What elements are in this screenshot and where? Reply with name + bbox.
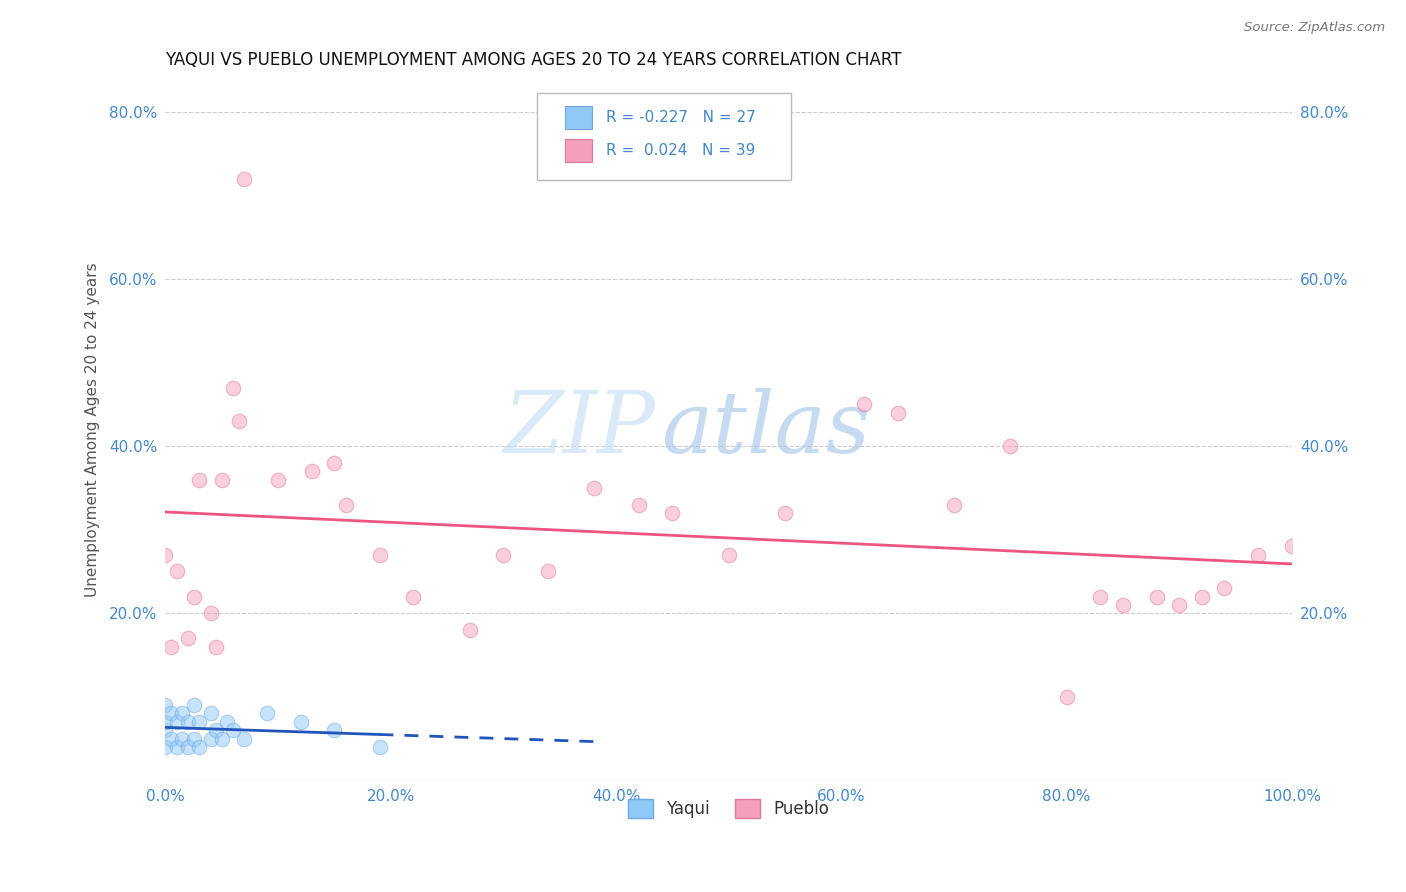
Point [205,640,228,654]
Point [166,739,188,754]
Point [188,739,211,754]
Point [717,548,740,562]
Point [177,714,200,729]
Point [183,731,205,746]
FancyBboxPatch shape [565,105,592,128]
Point [301,464,323,478]
Point [160,640,183,654]
Point [492,548,515,562]
Point [233,171,256,186]
Point [943,498,966,512]
Legend: Yaqui, Pueblo: Yaqui, Pueblo [621,792,837,824]
Point [323,456,346,470]
Text: R =  0.024   N = 39: R = 0.024 N = 39 [606,144,755,159]
Point [183,590,205,604]
Point [1056,690,1078,704]
Point [172,706,194,721]
Y-axis label: Unemployment Among Ages 20 to 24 years: Unemployment Among Ages 20 to 24 years [86,262,100,597]
Text: ZIP: ZIP [503,388,655,471]
Point [222,723,245,738]
Point [177,739,200,754]
Point [1191,590,1213,604]
Point [335,498,357,512]
Point [773,506,796,520]
FancyBboxPatch shape [537,93,790,180]
Point [1146,590,1168,604]
FancyBboxPatch shape [565,139,592,162]
Point [1213,581,1236,595]
Point [200,706,222,721]
Point [1112,598,1135,612]
Text: YAQUI VS PUEBLO UNEMPLOYMENT AMONG AGES 20 TO 24 YEARS CORRELATION CHART: YAQUI VS PUEBLO UNEMPLOYMENT AMONG AGES … [166,51,903,69]
Point [582,481,605,495]
Point [166,714,188,729]
Point [160,731,183,746]
Point [183,698,205,712]
Point [402,590,425,604]
Point [1090,590,1112,604]
Text: #D4E8F8: #D4E8F8 [526,388,932,471]
Point [188,714,211,729]
Point [661,506,683,520]
Point [205,723,228,738]
Point [323,723,346,738]
Point [228,414,250,428]
Point [155,714,177,729]
Point [155,698,177,712]
Point [1168,598,1191,612]
Point [886,406,908,420]
Point [458,623,481,637]
Point [211,731,233,746]
Point [1247,548,1270,562]
Point [155,739,177,754]
Point [627,498,650,512]
Text: atlas: atlas [661,388,870,471]
Point [1281,540,1303,554]
Point [233,731,256,746]
Point [852,397,875,411]
Point [155,723,177,738]
Point [267,473,290,487]
Point [537,565,560,579]
Point [256,706,278,721]
Point [155,548,177,562]
Point [200,606,222,620]
Text: R = -0.227   N = 27: R = -0.227 N = 27 [606,110,755,125]
Point [166,565,188,579]
Point [211,473,233,487]
Text: Source: ZipAtlas.com: Source: ZipAtlas.com [1244,21,1385,34]
Point [368,739,391,754]
Point [160,706,183,721]
Point [1000,439,1022,453]
Point [290,714,312,729]
Point [177,632,200,646]
Point [172,731,194,746]
Point [217,714,239,729]
Point [368,548,391,562]
Point [200,731,222,746]
Point [188,473,211,487]
Point [222,381,245,395]
